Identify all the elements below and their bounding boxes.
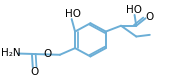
Text: H₂N: H₂N (1, 48, 21, 58)
Text: O: O (43, 49, 51, 59)
Text: O: O (30, 67, 39, 77)
Text: HO: HO (126, 5, 142, 15)
Text: HO: HO (65, 9, 80, 19)
Text: O: O (146, 12, 154, 22)
